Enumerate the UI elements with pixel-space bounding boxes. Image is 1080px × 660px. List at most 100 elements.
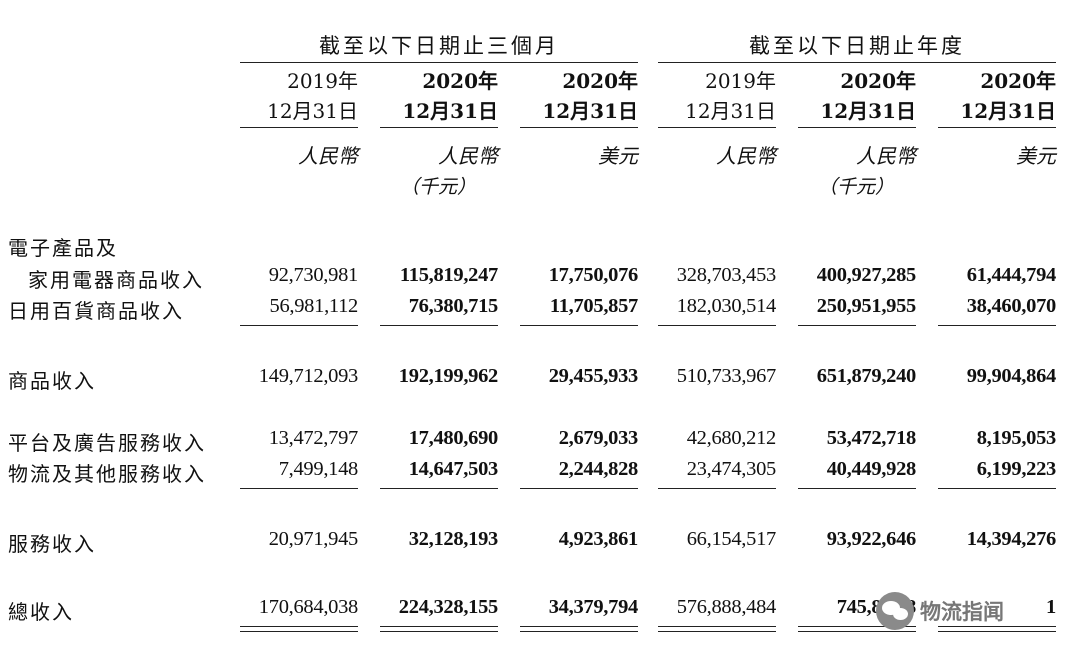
table-cell: 2,679,033 [558,427,639,449]
table-cell: 92,730,981 [268,264,359,286]
col-year: 2020年 [980,69,1056,93]
subtotal-rule [520,325,638,326]
subtotal-rule [658,325,776,326]
total-rule [938,631,1056,632]
table-cell: 4,923,861 [558,528,639,550]
header-rule [520,127,638,128]
subtotal-rule [798,488,916,489]
row-label: 日用百貨商品收入 [8,299,184,323]
header-rule [658,127,776,128]
col-year: 2020年 [422,69,498,93]
table-cell: 14,394,276 [966,528,1057,550]
table-cell: 192,199,962 [398,365,499,387]
row-label: 家用電器商品收入 [28,268,204,292]
table-cell: 38,460,070 [966,295,1057,317]
table-cell: 56,981,112 [269,295,359,317]
total-rule [380,631,498,632]
col-unit: 人民幣 [716,144,776,168]
header-rule [798,127,916,128]
col-unit: 人民幣 [298,144,358,168]
table-cell: 11,705,857 [549,295,638,317]
wechat-icon [876,592,914,630]
total-rule [658,626,776,627]
table-cell: 76,380,715 [408,295,499,317]
table-cell: 66,154,517 [686,528,777,550]
col-unit: 人民幣 [438,144,498,168]
total-rule [658,631,776,632]
col-date: 12月31日 [267,99,358,123]
row-label: 商品收入 [8,369,96,393]
group-title-three-months: 截至以下日期止三個月 [319,34,559,58]
table-cell: 20,971,945 [268,528,359,550]
table-cell: 42,680,212 [686,427,777,449]
table-cell: 93,922,646 [826,528,917,550]
col-unit-note: （千元） [818,176,895,198]
table-cell: 32,128,193 [408,528,499,550]
total-rule [240,626,358,627]
table-cell: 182,030,514 [676,295,777,317]
col-date: 12月31日 [402,99,498,123]
col-year: 2020年 [840,69,916,93]
col-date: 12月31日 [960,99,1056,123]
col-year: 2020年 [562,69,638,93]
table-cell: 7,499,148 [278,458,359,480]
table-cell: 651,879,240 [816,365,917,387]
col-unit: 美元 [1016,144,1056,168]
header-rule [938,127,1056,128]
row-label: 總收入 [8,600,74,624]
table-cell: 1 [1046,596,1056,618]
subtotal-rule [520,488,638,489]
col-date: 12月31日 [685,99,776,123]
col-date: 12月31日 [820,99,916,123]
row-label: 電子產品及 [8,236,118,260]
col-unit: 美元 [598,144,638,168]
col-unit-note: （千元） [400,176,477,198]
table-cell: 115,819,247 [399,264,498,286]
table-cell: 29,455,933 [548,365,639,387]
group-title-year: 截至以下日期止年度 [749,34,965,58]
table-cell: 2,244,828 [558,458,639,480]
subtotal-rule [938,325,1056,326]
total-rule [798,631,916,632]
total-rule [938,626,1056,627]
table-cell: 250,951,955 [816,295,917,317]
table-cell: 34,379,794 [548,596,639,618]
table-cell: 99,904,864 [966,365,1057,387]
group-underline [658,62,1056,63]
subtotal-rule [240,325,358,326]
table-cell: 328,703,453 [676,264,777,286]
row-label: 平台及廣告服務收入 [8,431,206,455]
table-cell: 53,472,718 [826,427,917,449]
table-cell: 17,750,076 [548,264,639,286]
subtotal-rule [380,325,498,326]
group-underline [240,62,638,63]
watermark: 物流指闻 [876,590,1066,632]
table-cell: 170,684,038 [258,596,359,618]
table-cell: 510,733,967 [676,365,777,387]
total-rule [520,626,638,627]
watermark-text: 物流指闻 [920,596,1004,626]
row-label: 物流及其他服務收入 [8,462,206,486]
total-rule [520,631,638,632]
table-cell: 400,927,285 [816,264,917,286]
subtotal-rule [938,488,1056,489]
header-rule [240,127,358,128]
subtotal-rule [240,488,358,489]
table-cell: 6,199,223 [976,458,1057,480]
table-cell: 17,480,690 [408,427,499,449]
table-cell: 14,647,503 [408,458,499,480]
subtotal-rule [658,488,776,489]
table-cell: 61,444,794 [966,264,1057,286]
col-unit: 人民幣 [856,144,916,168]
table-cell: 40,449,928 [826,458,917,480]
table-cell: 149,712,093 [258,365,359,387]
table-cell: 23,474,305 [686,458,777,480]
col-year: 2019年 [287,69,358,93]
total-rule [380,626,498,627]
table-cell: 224,328,155 [398,596,499,618]
subtotal-rule [798,325,916,326]
col-year: 2019年 [705,69,776,93]
table-cell: 8,195,053 [976,427,1057,449]
header-rule [380,127,498,128]
